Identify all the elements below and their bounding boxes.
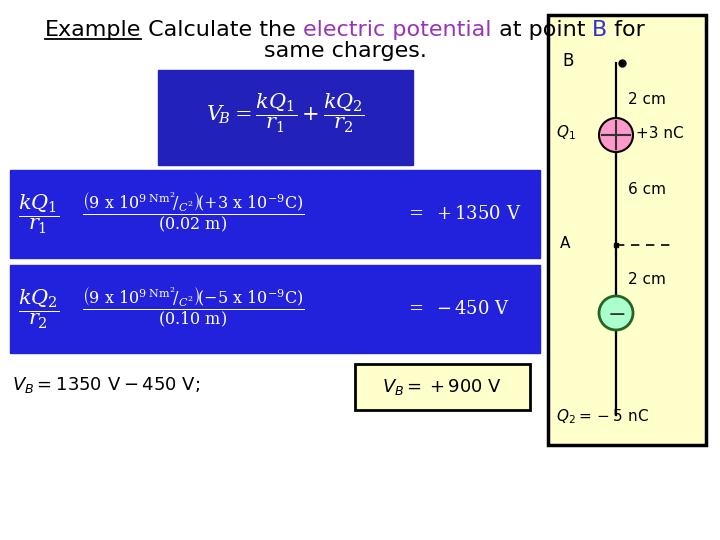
Text: +3 nC: +3 nC: [636, 125, 683, 140]
Text: $=\ -450\ \mathrm{V}$: $=\ -450\ \mathrm{V}$: [405, 300, 510, 318]
Text: for: for: [608, 20, 645, 40]
Text: electric potential: electric potential: [303, 20, 492, 40]
Text: $V_B = 1350\ \mathrm{V} - 450\ \mathrm{V};$: $V_B = 1350\ \mathrm{V} - 450\ \mathrm{V…: [12, 375, 200, 395]
Text: $\dfrac{\left(9\ \mathrm{x}\ 10^{9}\ \!^{\mathrm{Nm}^{2}}\!/_{C^{2}}\right)\!\le: $\dfrac{\left(9\ \mathrm{x}\ 10^{9}\ \!^…: [82, 190, 305, 234]
Text: $\dfrac{\mathit{kQ}_{1}}{\mathit{r}_{1}}$: $\dfrac{\mathit{kQ}_{1}}{\mathit{r}_{1}}…: [18, 192, 60, 235]
Text: $\dfrac{\mathit{kQ}_{2}}{\mathit{r}_{2}}$: $\dfrac{\mathit{kQ}_{2}}{\mathit{r}_{2}}…: [18, 287, 60, 330]
Text: B: B: [592, 20, 608, 40]
Text: $\mathit{V}_{\!\mathit{B}} = \dfrac{\mathit{kQ}_{1}}{\mathit{r}_{1}} + \dfrac{\m: $\mathit{V}_{\!\mathit{B}} = \dfrac{\mat…: [206, 92, 365, 135]
Text: $-$: $-$: [607, 303, 625, 323]
FancyBboxPatch shape: [158, 70, 413, 165]
Text: at point: at point: [492, 20, 592, 40]
Text: 2 cm: 2 cm: [628, 272, 666, 287]
Circle shape: [599, 296, 633, 330]
Text: 6 cm: 6 cm: [628, 183, 666, 198]
FancyBboxPatch shape: [10, 265, 540, 353]
Text: $Q_2 = -5\ \mathrm{nC}$: $Q_2 = -5\ \mathrm{nC}$: [556, 408, 649, 427]
Text: Example: Example: [45, 20, 141, 40]
Text: same charges.: same charges.: [264, 41, 426, 61]
Text: $=\ +1350\ \mathrm{V}$: $=\ +1350\ \mathrm{V}$: [405, 205, 521, 223]
Text: $\dfrac{\left(9\ \mathrm{x}\ 10^{9}\ \!^{\mathrm{Nm}^{2}}\!/_{C^{2}}\right)\!\le: $\dfrac{\left(9\ \mathrm{x}\ 10^{9}\ \!^…: [82, 285, 305, 329]
Text: A: A: [560, 235, 570, 251]
Text: $V_B = +900\ \mathrm{V}$: $V_B = +900\ \mathrm{V}$: [382, 377, 503, 397]
FancyBboxPatch shape: [355, 364, 530, 410]
Text: $Q_1$: $Q_1$: [556, 124, 576, 143]
FancyBboxPatch shape: [10, 170, 540, 258]
Text: 2 cm: 2 cm: [628, 91, 666, 106]
FancyBboxPatch shape: [548, 15, 706, 445]
Text: Calculate the: Calculate the: [141, 20, 303, 40]
Text: B: B: [562, 52, 573, 70]
Circle shape: [599, 118, 633, 152]
